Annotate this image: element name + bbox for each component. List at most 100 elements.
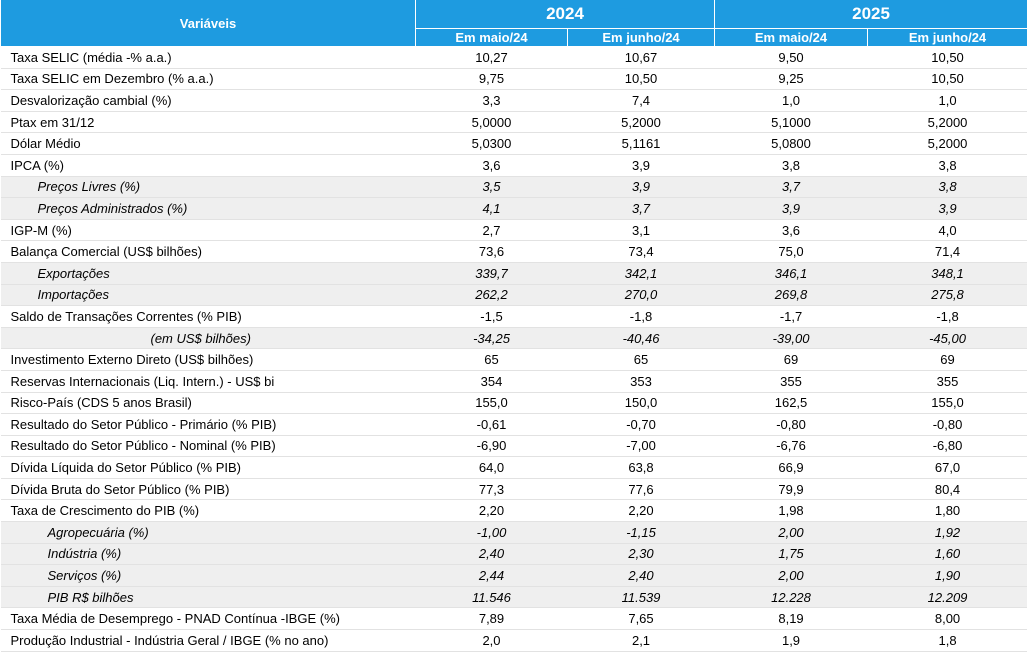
row-label: IGP-M (%) — [0, 219, 416, 242]
row-value: 1,60 — [867, 543, 1027, 566]
row-label: Importações — [0, 284, 416, 307]
row-value: 9,75 — [415, 68, 568, 91]
row-value: 71,4 — [867, 240, 1027, 263]
row-label: Preços Administrados (%) — [0, 197, 416, 220]
row-value: 7,65 — [567, 607, 715, 631]
row-value: 3,8 — [867, 176, 1027, 199]
row-label: Indústria (%) — [0, 543, 416, 566]
row-value: -7,00 — [567, 435, 715, 458]
row-label: Ptax em 31/12 — [0, 111, 416, 134]
row-value: 269,8 — [714, 284, 868, 307]
row-value: 1,0 — [867, 89, 1027, 112]
row-value: 2,40 — [567, 564, 715, 587]
row-value: 77,3 — [415, 478, 568, 501]
row-value: 3,9 — [867, 197, 1027, 220]
table-row: Preços Administrados (%) 4,1 3,7 3,9 3,9 — [0, 197, 1027, 220]
row-value: 162,5 — [714, 392, 868, 415]
row-value: 155,0 — [415, 392, 568, 415]
year-header-2024: 2024 — [414, 0, 716, 29]
row-value: -1,15 — [567, 521, 715, 544]
row-value: 64,0 — [415, 456, 568, 479]
row-label: Resultado do Setor Público - Primário (%… — [0, 413, 416, 436]
row-value: 1,98 — [714, 499, 868, 523]
table-row: Preços Livres (%) 3,5 3,9 3,7 3,8 — [0, 176, 1027, 199]
row-value: -6,76 — [714, 435, 868, 458]
row-value: 3,8 — [867, 154, 1027, 177]
table-row: Risco-País (CDS 5 anos Brasil) 155,0 150,0… — [0, 392, 1027, 415]
row-value: 2,00 — [714, 521, 868, 544]
variables-header: Variáveis — [0, 0, 416, 47]
row-value: 2,30 — [567, 543, 715, 566]
row-value: 355 — [714, 370, 868, 393]
row-label: Taxa SELIC em Dezembro (% a.a.) — [0, 68, 416, 91]
row-value: 5,0000 — [415, 111, 568, 134]
row-value: 150,0 — [567, 392, 715, 415]
table-row: Resultado do Setor Público - Nominal (% … — [0, 435, 1027, 458]
row-value: 10,50 — [567, 68, 715, 91]
row-value: 67,0 — [867, 456, 1027, 479]
row-value: 342,1 — [567, 262, 715, 285]
row-value: 3,6 — [714, 219, 868, 242]
row-value: 10,27 — [415, 46, 568, 69]
row-value: 5,2000 — [567, 111, 715, 134]
row-value: 2,7 — [415, 219, 568, 242]
row-value: 1,0 — [714, 89, 868, 112]
row-value: 3,5 — [415, 176, 568, 199]
row-value: 10,50 — [867, 68, 1027, 91]
row-value: 69 — [867, 348, 1027, 371]
table-row: Indústria (%) 2,40 2,30 1,75 1,60 — [0, 543, 1027, 566]
row-value: 3,7 — [567, 197, 715, 220]
row-value: 2,00 — [714, 564, 868, 587]
row-value: 8,19 — [714, 607, 868, 631]
row-value: 270,0 — [567, 284, 715, 307]
table-row: PIB R$ bilhões 11.546 11.539 12.228 12.209 — [0, 586, 1027, 609]
row-value: 3,9 — [714, 197, 868, 220]
row-value: 3,7 — [714, 176, 868, 199]
table-body: Taxa SELIC (média -% a.a.) 10,27 10,67 9,50… — [0, 46, 1027, 652]
row-value: -0,61 — [415, 413, 568, 436]
row-value: 3,9 — [567, 154, 715, 177]
row-label: Desvalorização cambial (%) — [0, 89, 416, 112]
row-label: Saldo de Transações Correntes (% PIB) — [0, 305, 416, 328]
row-value: 339,7 — [415, 262, 568, 285]
row-value: 69 — [714, 348, 868, 371]
row-value: 11.546 — [415, 586, 568, 609]
table-row: Serviços (%) 2,44 2,40 2,00 1,90 — [0, 564, 1027, 587]
row-value: 348,1 — [867, 262, 1027, 285]
row-value: 10,67 — [567, 46, 715, 69]
row-value: -1,00 — [415, 521, 568, 544]
row-label: Taxa Média de Desemprego - PNAD Contínua… — [0, 607, 416, 631]
row-label: Investimento Externo Direto (US$ bilhões… — [0, 348, 416, 371]
row-value: 155,0 — [867, 392, 1027, 415]
row-value: 75,0 — [714, 240, 868, 263]
row-value: 80,4 — [867, 478, 1027, 501]
row-value: 3,9 — [567, 176, 715, 199]
row-value: -6,90 — [415, 435, 568, 458]
table-row: Dívida Bruta do Setor Público (% PIB) 77,… — [0, 478, 1027, 501]
row-value: 353 — [567, 370, 715, 393]
row-value: 66,9 — [714, 456, 868, 479]
row-label: Balança Comercial (US$ bilhões) — [0, 240, 416, 263]
row-value: 262,2 — [415, 284, 568, 307]
row-value: 2,1 — [567, 629, 715, 652]
row-value: 7,89 — [415, 607, 568, 631]
row-value: 1,8 — [867, 629, 1027, 652]
row-value: -1,5 — [415, 305, 568, 328]
row-value: 346,1 — [714, 262, 868, 285]
table-row: Taxa de Crescimento do PIB (%) 2,20 2,20 1,… — [0, 499, 1027, 523]
row-value: 5,1000 — [714, 111, 868, 134]
table-row: Importações 262,2 270,0 269,8 275,8 — [0, 284, 1027, 307]
row-label: Taxa de Crescimento do PIB (%) — [0, 499, 416, 523]
table-row: Taxa Média de Desemprego - PNAD Contínua… — [0, 607, 1027, 631]
row-value: 2,20 — [567, 499, 715, 523]
row-value: 3,1 — [567, 219, 715, 242]
subheader-2025-may: Em maio/24 — [714, 28, 869, 47]
row-value: -0,80 — [867, 413, 1027, 436]
table-row: Taxa SELIC (média -% a.a.) 10,27 10,67 9,50… — [0, 46, 1027, 69]
row-label: Produção Industrial - Indústria Geral / … — [0, 629, 416, 652]
table-row: Balança Comercial (US$ bilhões) 73,6 73,4 7… — [0, 240, 1027, 263]
row-label: Risco-País (CDS 5 anos Brasil) — [0, 392, 416, 415]
row-value: 8,00 — [867, 607, 1027, 631]
row-value: 5,1161 — [567, 132, 715, 155]
row-value: 63,8 — [567, 456, 715, 479]
